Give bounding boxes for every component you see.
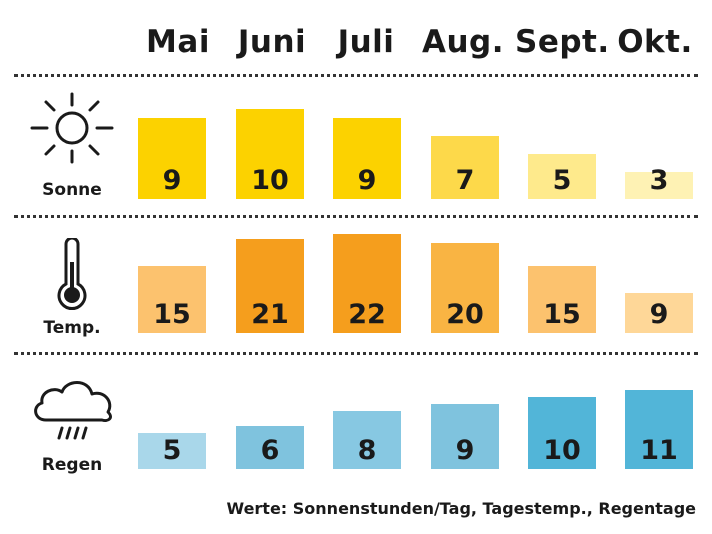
- row-label-rain: Regen: [41, 455, 103, 475]
- rain-cloud-icon: [34, 381, 112, 440]
- bar-value-label: 5: [552, 165, 572, 196]
- bar-value-label: 22: [348, 299, 386, 330]
- bar-value-label: 15: [153, 299, 191, 330]
- bar-value-label: 9: [649, 299, 669, 330]
- bar-sonne-4: [528, 154, 596, 199]
- bar-temp-1: [236, 238, 304, 333]
- bar-value-label: 5: [162, 435, 182, 466]
- bar-value-label: 3: [649, 165, 669, 196]
- divider-sun-temp: [14, 215, 698, 218]
- bar-value-label: 10: [251, 165, 289, 196]
- bar-value-label: 6: [260, 435, 280, 466]
- bar-value-label: 20: [446, 299, 484, 330]
- bar-regen-4: [528, 397, 596, 469]
- month-label: Sept.: [515, 24, 610, 60]
- bar-sonne-2: [333, 118, 401, 199]
- bar-regen-0: [138, 433, 206, 469]
- month-label: Aug.: [421, 24, 505, 60]
- month-label: Juni: [237, 24, 307, 60]
- divider-temp-rain: [14, 352, 698, 355]
- footer-note: Werte: Sonnenstunden/Tag, Tagestemp., Re…: [226, 499, 696, 518]
- bar-temp-5: [625, 292, 693, 333]
- bar-value-label: 11: [640, 435, 678, 466]
- bar-temp-4: [528, 265, 596, 333]
- month-label: Okt.: [617, 24, 693, 60]
- sun-icon: [30, 92, 114, 164]
- bar-regen-2: [333, 411, 401, 469]
- bar-value-label: 21: [251, 299, 289, 330]
- bar-value-label: 9: [162, 165, 182, 196]
- bar-sonne-1: [236, 109, 304, 199]
- divider-top: [14, 74, 698, 77]
- bar-regen-5: [625, 389, 693, 469]
- row-label-temp: Temp.: [43, 318, 101, 338]
- bar-sonne-3: [431, 136, 499, 199]
- bar-sonne-0: [138, 118, 206, 199]
- bar-value-label: 15: [543, 299, 581, 330]
- bar-temp-3: [431, 243, 499, 333]
- row-label-sun: Sonne: [42, 180, 102, 200]
- bar-value-label: 9: [357, 165, 377, 196]
- month-label: Mai: [146, 24, 210, 60]
- bar-value-label: 10: [543, 435, 581, 466]
- bar-value-label: 7: [455, 165, 475, 196]
- bar-regen-3: [431, 404, 499, 469]
- bar-temp-2: [333, 234, 401, 333]
- thermometer-icon: [57, 238, 87, 311]
- bar-value-label: 8: [357, 435, 377, 466]
- bar-value-label: 9: [455, 435, 475, 466]
- bar-sonne-5: [625, 172, 693, 199]
- month-label: Juli: [337, 24, 395, 60]
- bar-regen-1: [236, 425, 304, 469]
- bar-temp-0: [138, 265, 206, 333]
